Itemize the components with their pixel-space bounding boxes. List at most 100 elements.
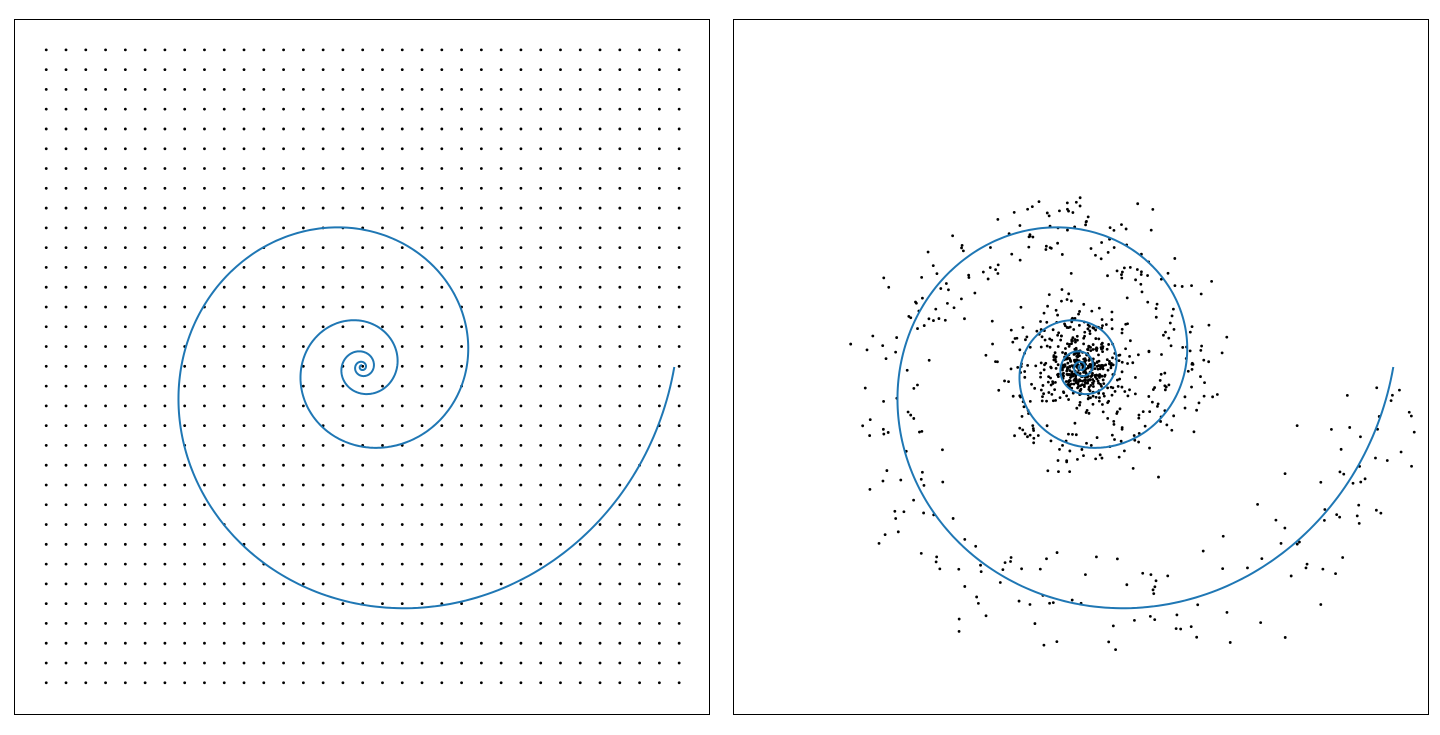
left-data-point [262,88,266,91]
left-data-point [638,107,641,111]
right-data-point [1113,438,1116,441]
left-data-point [44,325,48,329]
left-data-point [262,582,266,586]
left-data-point [677,167,681,170]
left-data-point [499,444,503,447]
right-data-point [1210,279,1214,283]
left-data-point [104,88,107,91]
left-data-point [539,681,543,685]
left-data-point [321,48,325,52]
left-data-point [301,127,305,131]
left-data-point [519,226,523,230]
right-data-point [943,318,947,322]
left-data-point [44,305,48,309]
right-data-point [1083,383,1086,387]
right-data-point [1170,428,1174,432]
right-data-point [1260,557,1264,561]
right-data-point [1120,370,1124,374]
left-data-point [479,305,483,309]
left-data-point [479,602,483,606]
right-data-point [1075,406,1079,410]
left-data-point [44,48,48,52]
right-data-point [1102,392,1105,395]
right-data-point [1019,305,1023,309]
right-data-point [881,427,885,431]
right-data-point [1133,618,1136,622]
left-data-point [321,562,325,566]
left-data-point [539,246,543,250]
right-data-point [1097,364,1101,367]
left-data-point [163,186,167,190]
left-data-point [222,246,226,250]
right-data-point [1107,343,1111,346]
left-data-point [598,167,602,170]
left-data-point [64,641,68,645]
right-data-point [1065,298,1069,301]
right-data-point [1013,434,1016,438]
left-data-point [301,147,305,151]
left-data-point [598,325,602,329]
right-data-point [1104,363,1108,367]
left-data-point [598,88,602,91]
left-data-point [341,681,345,685]
left-data-point [262,127,266,131]
left-data-point [163,424,167,428]
right-data-point [1041,384,1045,387]
left-data-point [104,523,107,526]
right-data-point [906,410,910,414]
right-data-point [1128,266,1132,269]
left-data-point [361,246,365,250]
right-data-point [927,358,931,362]
left-data-point [282,246,285,250]
right-data-point [1321,567,1325,571]
left-data-point [104,641,107,645]
left-data-point [381,266,384,269]
left-data-point [361,364,365,368]
left-data-point [578,384,582,388]
left-data-point [64,266,68,269]
left-data-point [420,602,424,606]
left-data-point [222,226,226,230]
left-data-point [64,503,68,507]
right-data-point [912,498,915,502]
left-data-point [657,661,661,665]
left-data-point [499,404,503,408]
right-data-point [1115,378,1119,382]
left-data-point [519,305,523,309]
right-data-point [1076,458,1079,461]
left-data-point [84,364,88,368]
left-data-point [123,503,127,507]
right-data-point [926,250,930,254]
left-data-point [598,68,602,72]
left-data-point [44,226,48,230]
left-data-point [519,88,523,91]
left-data-point [64,88,68,91]
left-data-point [321,602,325,606]
left-data-point [301,404,305,408]
left-data-point [163,345,167,348]
left-data-point [143,206,147,210]
left-data-point [321,266,325,269]
left-data-point [203,285,206,289]
left-data-point [104,325,107,329]
left-data-point [104,681,107,685]
left-data-point [183,285,187,289]
left-data-point [618,641,622,645]
right-data-point [1066,366,1070,369]
left-data-point [143,167,147,170]
right-data-point [944,282,948,285]
right-data-point [1054,355,1058,359]
left-data-point [64,562,68,566]
right-data-point [1131,361,1135,365]
left-data-point [519,48,523,52]
left-data-point [677,48,681,52]
right-data-point [1385,459,1389,462]
left-data-point [321,325,325,329]
left-data-point [479,147,483,151]
left-data-point [222,542,226,546]
left-data-point [203,562,206,566]
right-data-point [1094,337,1098,340]
left-data-point [657,404,661,408]
right-data-point [1151,208,1155,211]
left-data-point [420,107,424,111]
